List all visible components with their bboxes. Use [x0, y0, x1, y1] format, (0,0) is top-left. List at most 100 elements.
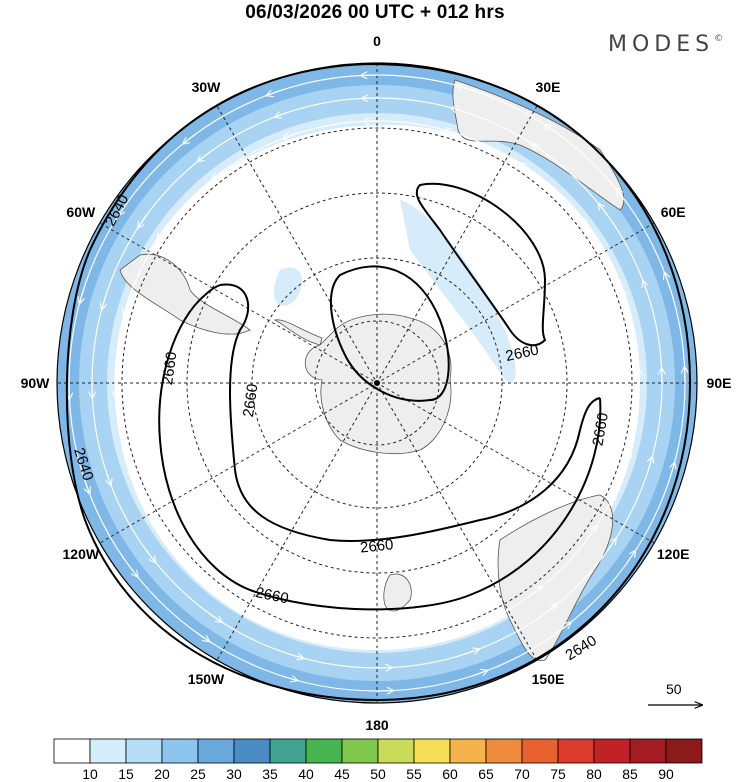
shade-jet-streak: [400, 200, 516, 382]
streamline-arrow: [616, 189, 627, 203]
colorbar-swatch: [521, 738, 559, 764]
streamline-arrow: [128, 463, 133, 477]
colorbar-swatch: [557, 738, 595, 764]
colorbar-swatch: [53, 738, 91, 764]
streamline-arrow: [145, 550, 155, 563]
streamline-arrow: [581, 218, 590, 230]
streamline-arrow: [164, 536, 173, 548]
streamline-arrow: [520, 163, 532, 172]
contour-2660-atlantic: [415, 182, 547, 347]
streamline-arrow: [643, 281, 648, 296]
colorbar-swatch: [665, 738, 703, 764]
colorbar-swatch: [629, 738, 667, 764]
colorbar-swatch: [125, 738, 163, 764]
colorbar-swatch: [449, 738, 487, 764]
land-new-zealand: [383, 573, 412, 612]
streamline-arrow: [222, 594, 234, 603]
streamline-arrow: [83, 477, 89, 493]
colorbar-tick-label: 45: [334, 766, 350, 782]
streamline-arrow: [212, 170, 224, 179]
logo-copyright-mark: ©: [714, 34, 724, 44]
colorbar-swatch: [89, 738, 127, 764]
shade-small-patch: [273, 267, 303, 306]
streamline-arrow: [267, 89, 283, 95]
streamline-arrow: [295, 632, 309, 636]
colorbar-tick-label: 25: [190, 766, 206, 782]
streamline-arrow: [588, 526, 597, 538]
streamline-arrow: [445, 130, 459, 134]
contour-2640-outer: [65, 62, 692, 702]
longitude-labels: 0 30E 60E 90E 120E 150E 180 150W 120W 90W 60W 30W: [21, 33, 732, 733]
contour-2660-main: [219, 283, 601, 542]
streamline-arrow: [119, 201, 129, 215]
colorbar-swatch: [305, 738, 343, 764]
colorbar-tick-label: 50: [370, 766, 386, 782]
streamline-arrow: [275, 112, 290, 117]
contour-2660-outer: [158, 284, 602, 611]
longitude-label: 90E: [707, 375, 732, 391]
streamline-arrow: [288, 654, 303, 658]
longitude-label: 150E: [532, 671, 565, 687]
streamline-arrow: [626, 451, 630, 465]
contour-label: 2660: [359, 536, 394, 556]
streamline-arrow: [464, 649, 479, 654]
streamline-arrow: [544, 604, 557, 615]
colorbar-tick-label: 85: [622, 766, 638, 782]
colorbar-swatch: [161, 738, 199, 764]
colorbar-tick-label: 35: [262, 766, 278, 782]
streamline-arrow: [127, 563, 138, 577]
longitude-label: 30E: [536, 79, 561, 95]
streamline-arrow: [124, 301, 128, 315]
colorbar: 10 15 20 25 30 35 40 45 50 55 60 65 70 75 80 85 90: [53, 738, 703, 782]
streamline-arrow: [648, 457, 652, 472]
lat-circle-50s: [121, 127, 633, 639]
colorbar-tick-label: 15: [118, 766, 134, 782]
streamline-arrow: [457, 628, 471, 633]
reference-vector: 50: [648, 681, 702, 705]
land-australia: [497, 494, 614, 662]
colorbar-swatch: [233, 738, 271, 764]
streamline-arrow: [625, 551, 635, 565]
streamline-arrow: [198, 151, 210, 161]
contour-label: 2660: [589, 411, 612, 447]
streamline-arrow: [471, 671, 487, 677]
streamline-arrow: [557, 622, 571, 633]
longitude-label: 90W: [21, 375, 51, 391]
streamline-arrow: [79, 287, 84, 303]
reference-vector-label: 50: [666, 681, 682, 697]
contour-label: 2660: [504, 341, 540, 365]
colorbar-tick-label: 80: [586, 766, 602, 782]
longitude-label: 60E: [661, 204, 686, 220]
colorbar-swatch: [197, 738, 235, 764]
land-south-america: [119, 253, 251, 335]
streamlines: [69, 75, 685, 691]
longitude-label: 120W: [63, 546, 100, 562]
colorbar-tick-label: 55: [406, 766, 422, 782]
map-title: 06/03/2026 00 UTC + 012 hrs: [245, 2, 505, 23]
contour-label: 2660: [240, 383, 261, 418]
longitude-label: 150W: [188, 671, 225, 687]
longitude-label: 120E: [657, 546, 690, 562]
colorbar-tick-label: 70: [514, 766, 530, 782]
colorbar-swatch: [593, 738, 631, 764]
streamline-arrow: [138, 215, 147, 227]
streamline-arrow: [281, 676, 297, 681]
streamline-arrow: [195, 631, 209, 641]
streamline-arrow: [157, 228, 166, 240]
colorbar-tick-label: 20: [154, 766, 170, 782]
contour-label: 2660: [254, 584, 290, 608]
streamline-arrow: [102, 294, 106, 309]
streamline-arrow: [532, 144, 545, 153]
streamline-arrow: [183, 133, 197, 144]
contour-2660-polar-low: [329, 265, 450, 402]
longitude-label: 0: [373, 33, 381, 49]
streamline-arrow: [530, 587, 542, 596]
streamline-arrow: [283, 134, 297, 139]
streamline-arrow: [451, 108, 466, 112]
colorbar-swatch: [413, 738, 451, 764]
streamline-arrow: [622, 289, 627, 303]
streamline-arrow: [457, 85, 473, 90]
streamline-arrow: [598, 204, 609, 216]
contour-label: 2660: [159, 351, 180, 386]
